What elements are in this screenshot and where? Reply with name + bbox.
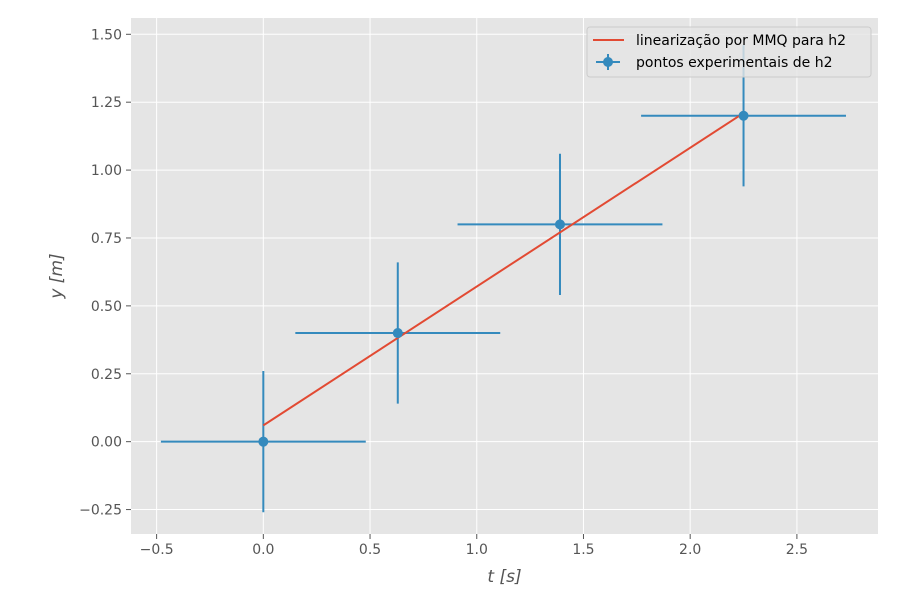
x-tick-label: 2.0: [679, 542, 701, 558]
data-point: [258, 436, 269, 447]
data-point: [554, 219, 565, 230]
y-tick-label: 0.25: [91, 367, 122, 383]
x-tick-label: 0.0: [252, 542, 274, 558]
x-tick-label: 0.5: [359, 542, 381, 558]
x-tick-labels: −0.5 0.0 0.5 1.0 1.5 2.0 2.5: [140, 542, 808, 558]
y-tick-label: −0.25: [79, 503, 122, 519]
y-axis-label: y [m]: [47, 253, 67, 299]
y-tick-label: 1.25: [91, 95, 122, 111]
plot-area: [131, 18, 878, 534]
fit-line: [262, 112, 745, 427]
legend-box: [586, 26, 872, 78]
data-point: [738, 110, 749, 121]
x-axis-label: t [s]: [487, 567, 521, 587]
y-tick-labels: −0.25 0.00 0.25 0.50 0.75 1.00 1.25 1.50: [79, 27, 122, 518]
x-tick-label: 2.5: [786, 542, 808, 558]
legend-errorbar-swatch: [596, 54, 620, 70]
legend-entry-line: linearização por MMQ para h2: [636, 33, 846, 49]
legend-entry-points: pontos experimentais de h2: [636, 55, 832, 71]
y-tick-label: 0.50: [91, 299, 122, 315]
y-tick-label: 0.75: [91, 231, 122, 247]
x-tick-label: 1.5: [572, 542, 594, 558]
y-tick-label: 0.00: [91, 435, 122, 451]
legend: linearização por MMQ para h2 pontos expe…: [586, 26, 872, 78]
x-tick-label: 1.0: [466, 542, 488, 558]
legend-point-swatch: [603, 57, 613, 67]
y-tick-label: 1.50: [91, 27, 122, 43]
data-point: [392, 328, 403, 339]
x-tick-label: −0.5: [140, 542, 174, 558]
y-tick-label: 1.00: [91, 163, 122, 179]
